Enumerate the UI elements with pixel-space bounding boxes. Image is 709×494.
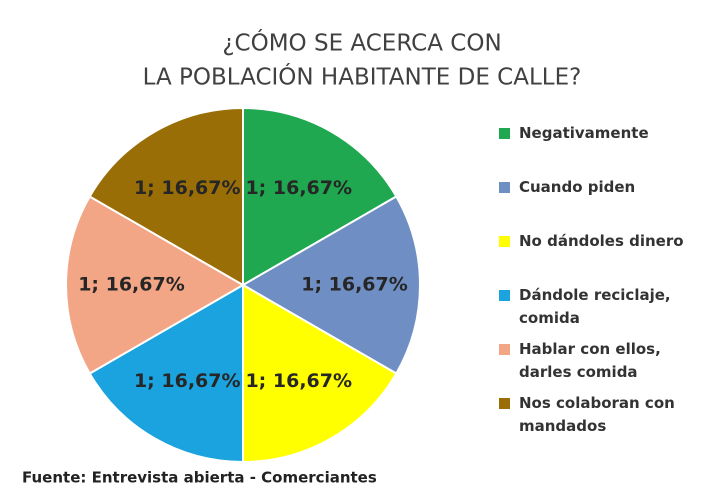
pie-slice	[65, 195, 246, 375]
legend-label: Nos colaboran con mandados	[519, 394, 675, 435]
pie-slice	[88, 283, 244, 464]
legend-item: Negativamente	[497, 122, 709, 176]
data-label: 1; 16,67%	[301, 274, 408, 296]
legend-label: Negativamente	[519, 124, 649, 142]
legend-label: Dándole reciclaje, comida	[519, 286, 671, 327]
pie-slice	[88, 106, 244, 287]
legend: Negativamente Cuando piden No dándoles din…	[497, 122, 709, 446]
legend-swatch	[499, 290, 510, 301]
data-label: 1; 16,67%	[245, 370, 352, 392]
legend-label: Cuando piden	[519, 178, 636, 196]
legend-swatch	[499, 398, 510, 409]
legend-swatch	[499, 128, 510, 139]
data-label: 1; 16,67%	[134, 370, 241, 392]
pie-slice	[242, 283, 398, 464]
data-label: 1; 16,67%	[134, 177, 241, 199]
legend-item: Cuando piden	[497, 176, 709, 230]
data-label: 1; 16,67%	[78, 274, 185, 296]
legend-label: Hablar con ellos, darles comida	[519, 340, 661, 381]
pie-slice	[241, 195, 421, 375]
legend-swatch	[499, 344, 510, 355]
legend-item: Nos colaboran con mandados	[497, 392, 709, 446]
chart-title: ¿CÓMO SE ACERCA CON	[222, 29, 501, 57]
legend-item: No dándoles dinero	[497, 230, 709, 284]
legend-item: Dándole reciclaje, comida	[497, 284, 709, 338]
source-note: Fuente: Entrevista abierta - Comerciante…	[22, 469, 377, 487]
legend-item: Hablar con ellos, darles comida	[497, 338, 709, 392]
legend-label: No dándoles dinero	[519, 232, 684, 250]
pie-slice	[242, 106, 398, 287]
legend-swatch	[499, 182, 510, 193]
data-label: 1; 16,67%	[245, 177, 352, 199]
chart-title: LA POBLACIÓN HABITANTE DE CALLE?	[143, 63, 582, 91]
legend-swatch	[499, 236, 510, 247]
